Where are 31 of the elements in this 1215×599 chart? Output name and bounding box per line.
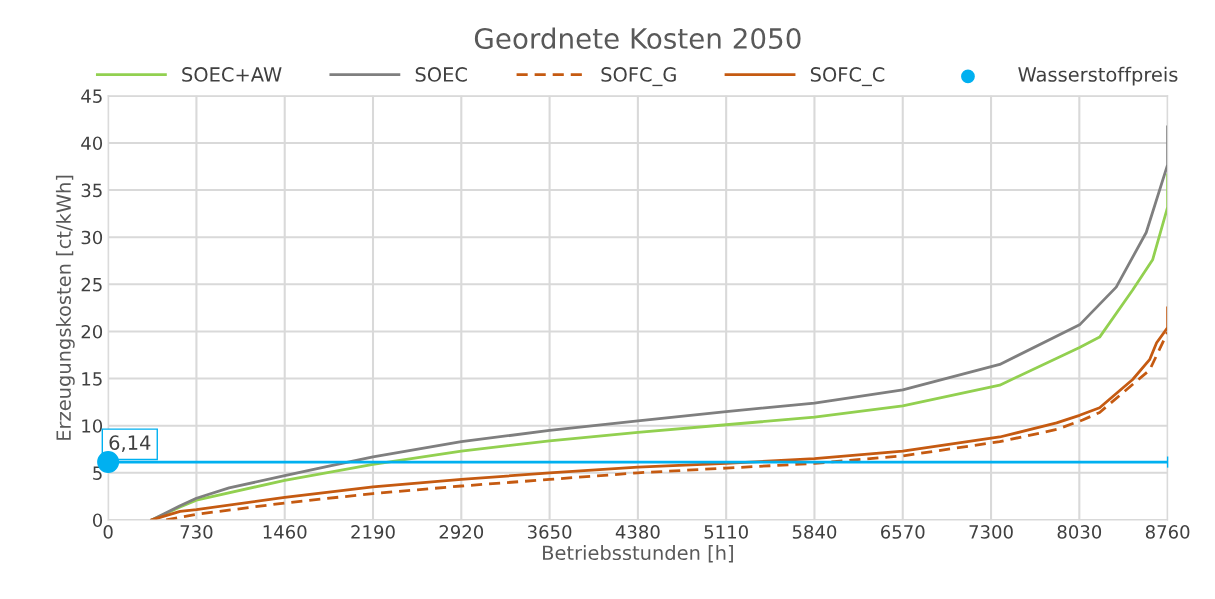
- x-tick-label: 4380: [615, 525, 660, 539]
- y-tick-label: 30: [81, 230, 103, 245]
- legend-label: SOEC: [415, 67, 467, 82]
- x-tick-label: 2920: [439, 525, 484, 539]
- y-tick-label: 20: [81, 324, 103, 339]
- y-tick-label: 25: [81, 277, 102, 292]
- x-tick-label: 7300: [969, 525, 1013, 539]
- x-tick-label: 2190: [351, 525, 395, 539]
- y-tick-label: 15: [82, 372, 102, 386]
- data-label: 6,14: [109, 435, 151, 452]
- x-tick-label: 730: [180, 525, 213, 539]
- x-tick-label: 5840: [792, 525, 837, 539]
- y-tick-label: 0: [92, 513, 103, 528]
- chart-title: Geordnete Kosten 2050: [474, 27, 801, 50]
- y-axis-title: Erzeugungskosten [ct/kWh]: [55, 175, 75, 440]
- x-tick-label: 1460: [263, 525, 307, 539]
- y-tick-label: 35: [81, 183, 102, 198]
- y-tick-label: 45: [81, 89, 102, 103]
- x-tick-label: 8760: [1145, 525, 1190, 539]
- legend-label: SOFC_C: [810, 67, 885, 87]
- legend-label: Wasserstoffpreis: [1018, 66, 1178, 86]
- legend-label: SOFC_G: [601, 67, 676, 87]
- x-tick-label: 5110: [704, 525, 748, 539]
- x-tick-label: 3650: [527, 525, 572, 539]
- x-tick-label: 0: [103, 525, 113, 539]
- x-axis-title: Betriebsstunden [h]: [543, 545, 733, 563]
- legend-label: SOEC+AW: [182, 67, 282, 82]
- y-tick-label: 40: [81, 136, 103, 151]
- y-tick-label: 10: [82, 419, 103, 433]
- x-tick-label: 8030: [1057, 525, 1102, 539]
- x-tick-label: 6570: [881, 525, 925, 539]
